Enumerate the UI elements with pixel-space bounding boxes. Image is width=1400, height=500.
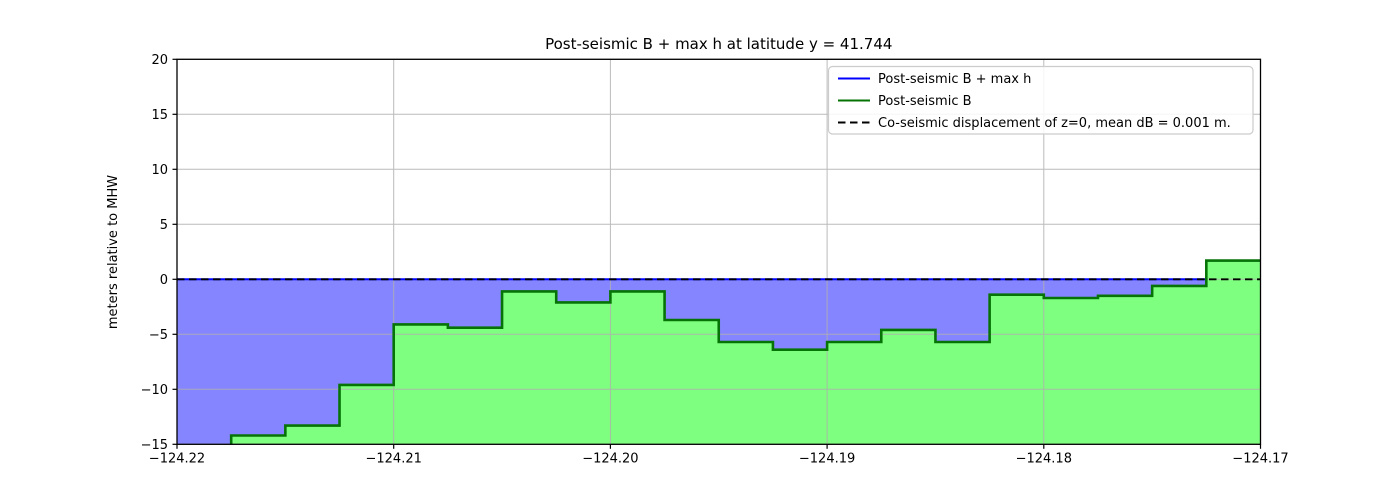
- y-tick-label: 5: [160, 218, 168, 233]
- x-tick-label: −124.22: [149, 451, 205, 466]
- chart-title: Post-seismic B + max h at latitude y = 4…: [545, 35, 892, 53]
- y-tick-label: −15: [141, 438, 168, 453]
- y-tick-label: 20: [151, 53, 168, 68]
- tick-marks: [172, 58, 1262, 449]
- legend-entry-label: Post-seismic B: [878, 94, 972, 109]
- legend-box: [827, 65, 1254, 135]
- post-seismic-B-line: [229, 259, 1261, 445]
- x-tick-label: −124.17: [1232, 451, 1288, 466]
- x-tick-label: −124.18: [1016, 451, 1072, 466]
- plot-border: [176, 58, 1262, 445]
- legend: Post-seismic B + max h Post-seismic B Co-s…: [827, 65, 1254, 135]
- y-axis-label: meters relative to MHW: [106, 175, 121, 329]
- x-tick-label: −124.21: [366, 451, 422, 466]
- y-tick-label: 15: [151, 108, 168, 123]
- post-seismic-B-area: [231, 260, 1261, 445]
- y-tick-label: −5: [149, 328, 168, 343]
- x-tick-labels: −124.22 −124.21 −124.20 −124.19 −124.18 −124.…: [149, 451, 1289, 466]
- y-tick-label: 0: [160, 273, 168, 288]
- legend-entry-label: Post-seismic B + max h: [878, 72, 1031, 87]
- y-tick-labels: 20 15 10 5 0 −5 −10 −15: [141, 53, 168, 453]
- x-tick-label: −124.20: [582, 451, 638, 466]
- legend-entry-label: Co-seismic displacement of z=0, mean dB …: [878, 116, 1231, 131]
- x-tick-label: −124.19: [799, 451, 855, 466]
- y-tick-label: 10: [151, 163, 168, 178]
- y-tick-label: −10: [141, 383, 168, 398]
- water-area: [177, 279, 1207, 445]
